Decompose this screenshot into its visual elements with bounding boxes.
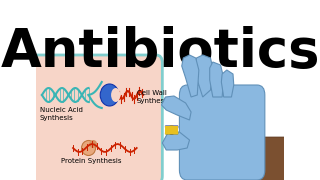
Wedge shape bbox=[165, 126, 178, 134]
Ellipse shape bbox=[100, 84, 119, 106]
Polygon shape bbox=[162, 96, 191, 120]
Text: Cell Wall
Synthesis: Cell Wall Synthesis bbox=[137, 90, 171, 104]
Text: Protein Synthesis: Protein Synthesis bbox=[61, 158, 122, 164]
Polygon shape bbox=[195, 55, 213, 97]
Bar bbox=[165, 126, 178, 134]
Polygon shape bbox=[210, 62, 224, 97]
Ellipse shape bbox=[111, 88, 120, 102]
Wedge shape bbox=[165, 126, 178, 134]
Polygon shape bbox=[162, 132, 189, 150]
Text: Nucleic Acid
Synthesis: Nucleic Acid Synthesis bbox=[40, 107, 83, 120]
Polygon shape bbox=[182, 55, 199, 97]
FancyBboxPatch shape bbox=[231, 137, 287, 180]
Ellipse shape bbox=[89, 140, 97, 148]
Bar bbox=[165, 126, 178, 134]
Polygon shape bbox=[221, 70, 234, 97]
Text: Antibiotics: Antibiotics bbox=[0, 26, 320, 78]
FancyBboxPatch shape bbox=[180, 85, 265, 180]
FancyBboxPatch shape bbox=[32, 55, 162, 180]
Ellipse shape bbox=[82, 141, 96, 156]
